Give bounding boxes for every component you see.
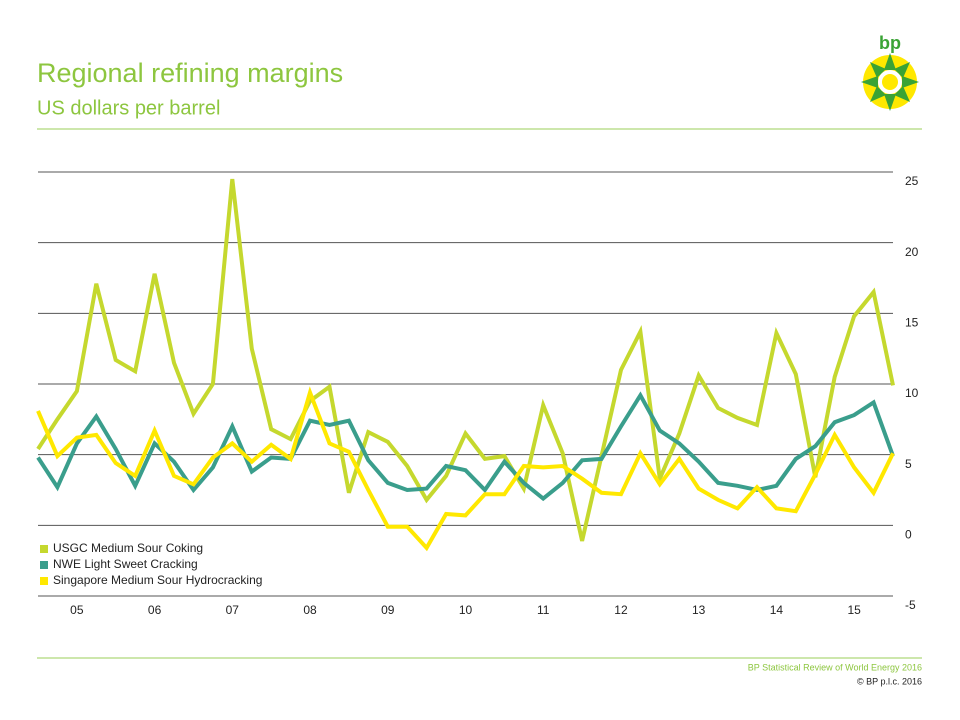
y-tick-label: 0: [905, 528, 912, 542]
chart-title: Regional refining margins: [37, 58, 343, 88]
x-tick-label: 12: [614, 603, 628, 617]
legend-label: NWE Light Sweet Cracking: [53, 557, 198, 571]
legend-label: USGC Medium Sour Coking: [53, 541, 203, 555]
series-line: [36, 178, 895, 542]
y-tick-label: -5: [905, 598, 916, 612]
series-line: [36, 391, 895, 502]
y-tick-label: 20: [905, 245, 919, 259]
x-tick-label: 09: [381, 603, 395, 617]
logo: [861, 53, 919, 111]
legend-swatch: [40, 577, 48, 585]
y-tick-label: 5: [905, 457, 912, 471]
x-tick-label: 08: [303, 603, 317, 617]
x-tick-label: 10: [459, 603, 473, 617]
copyright: © BP p.l.c. 2016: [857, 676, 922, 686]
series-line: [36, 386, 895, 552]
x-tick-label: 15: [847, 603, 861, 617]
x-tick-label: 11: [537, 603, 550, 617]
y-tick-label: 25: [905, 174, 919, 188]
chart-subtitle: US dollars per barrel: [37, 97, 220, 119]
legend-swatch: [40, 545, 48, 553]
logo-text: bp: [879, 33, 901, 53]
source-note: BP Statistical Review of World Energy 20…: [748, 662, 922, 672]
legend-label: Singapore Medium Sour Hydrocracking: [53, 573, 262, 587]
y-tick-label: 10: [905, 386, 919, 400]
legend-swatch: [40, 561, 48, 569]
x-tick-label: 13: [692, 603, 706, 617]
x-tick-label: 14: [770, 603, 784, 617]
x-tick-label: 06: [148, 603, 162, 617]
x-tick-label: 07: [226, 603, 240, 617]
y-tick-label: 15: [905, 316, 919, 330]
x-tick-label: 05: [70, 603, 84, 617]
